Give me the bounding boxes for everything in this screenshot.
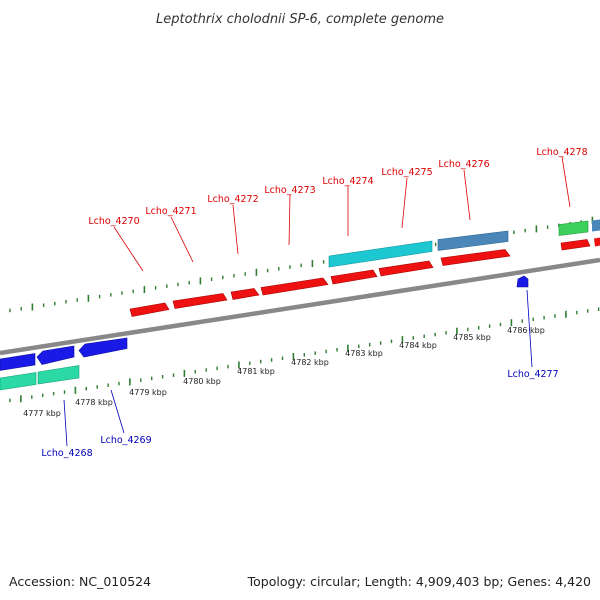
accession-text: Accession: NC_010524: [9, 574, 151, 589]
callout-line: [526, 289, 533, 368]
gene-label-lcho-4268[interactable]: Lcho_4268: [41, 448, 92, 459]
gene-label-lcho-4277[interactable]: Lcho_4277: [507, 369, 558, 380]
gene-label-lcho-4271[interactable]: Lcho_4271: [145, 206, 196, 217]
scale-labels: 4777 kbp 4778 kbp 4779 kbp 4780 kbp 4781…: [23, 326, 545, 418]
gene-label-lcho-4272[interactable]: Lcho_4272: [207, 194, 258, 205]
scale-label: 4780 kbp: [183, 377, 221, 386]
callout-line: [288, 194, 291, 246]
gene-arrow-blue-2[interactable]: [36, 345, 75, 365]
gene-arrow-blue-3[interactable]: [0, 353, 36, 371]
genome-backbone: [0, 257, 600, 356]
forward-gene-label-texts: Lcho_4270 Lcho_4271 Lcho_4272 Lcho_4273 …: [88, 147, 587, 227]
scale-label: 4778 kbp: [75, 398, 113, 407]
reverse-gene-labels: [63, 289, 533, 447]
scale-label: 4784 kbp: [399, 341, 437, 350]
gene-label-lcho-4276[interactable]: Lcho_4276: [438, 159, 489, 170]
gene-label-lcho-4278[interactable]: Lcho_4278: [536, 147, 587, 158]
scale-label: 4779 kbp: [129, 388, 167, 397]
feature-bar-steel[interactable]: [437, 230, 509, 251]
genome-summary-text: Topology: circular; Length: 4,909,403 bp…: [247, 574, 591, 589]
feature-bar-teal-1[interactable]: [37, 365, 80, 385]
gene-arrow-lcho-4275[interactable]: [378, 260, 434, 277]
callout-line: [232, 204, 239, 255]
gene-arrow-lcho-4274[interactable]: [330, 269, 378, 285]
gene-arrow-lcho-4277[interactable]: [516, 275, 529, 288]
gene-label-lcho-4270[interactable]: Lcho_4270: [88, 216, 139, 227]
scale-label: 4785 kbp: [453, 333, 491, 342]
gene-label-lcho-4275[interactable]: Lcho_4275: [381, 167, 432, 178]
callout-line: [463, 169, 471, 221]
callout-line: [110, 389, 125, 434]
feature-bar-cyan[interactable]: [328, 240, 433, 268]
callout-line: [401, 177, 408, 229]
map-title: Leptothrix cholodnii SP-6, complete geno…: [156, 12, 444, 27]
scale-label: 4777 kbp: [23, 409, 61, 418]
callout-line: [170, 216, 194, 263]
gene-arrow-edge[interactable]: [594, 237, 600, 247]
scale-label: 4782 kbp: [291, 358, 329, 367]
callout-line: [63, 399, 68, 447]
gene-label-lcho-4269[interactable]: Lcho_4269: [100, 435, 151, 446]
feature-bar-edge[interactable]: [592, 219, 600, 232]
gene-arrow-lcho-4271[interactable]: [172, 293, 228, 309]
reverse-gene-label-texts: Lcho_4268 Lcho_4269 Lcho_4277: [41, 369, 558, 459]
gene-label-lcho-4273[interactable]: Lcho_4273: [264, 185, 315, 196]
gene-label-lcho-4274[interactable]: Lcho_4274: [322, 176, 373, 187]
gene-arrow-lcho-4273[interactable]: [260, 277, 329, 296]
gene-arrow-lcho-4276[interactable]: [440, 249, 511, 266]
feature-bar-green[interactable]: [558, 220, 589, 236]
gene-arrow-lcho-4272[interactable]: [230, 288, 260, 300]
reverse-strand: [0, 275, 529, 391]
callout-line: [113, 226, 144, 272]
forward-strand: [129, 219, 600, 317]
scale-label: 4783 kbp: [345, 349, 383, 358]
gene-arrow-blue-1[interactable]: [78, 337, 128, 358]
gene-arrow-lcho-4270[interactable]: [129, 302, 170, 317]
scale-label: 4781 kbp: [237, 367, 275, 376]
scale-label: 4786 kbp: [507, 326, 545, 335]
forward-gene-labels: [113, 156, 571, 272]
feature-bar-teal-2[interactable]: [0, 372, 37, 391]
gene-arrow-lcho-4278[interactable]: [560, 239, 591, 251]
callout-line: [561, 156, 571, 208]
